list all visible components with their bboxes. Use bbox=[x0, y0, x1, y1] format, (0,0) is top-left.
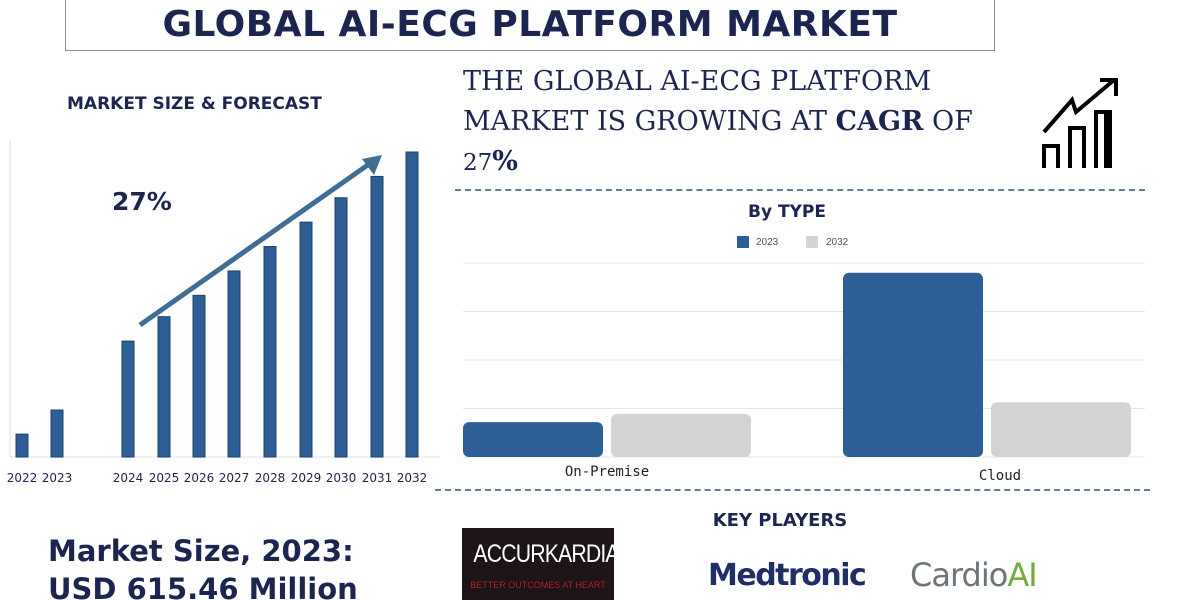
accurkardia-logo: ACCURKARDIA BETTER OUTCOMES AT HEART bbox=[462, 528, 620, 600]
trend-arrow-head bbox=[362, 155, 382, 175]
bar-On-Premise-2023 bbox=[463, 422, 603, 457]
bar-2031 bbox=[370, 175, 384, 458]
cardioai-logo: CardioAI bbox=[910, 556, 1038, 594]
category-label-cloud: Cloud bbox=[978, 468, 1022, 484]
key-players-title: KEY PLAYERS bbox=[712, 510, 848, 531]
category-label-on-premise: On-Premise bbox=[564, 464, 650, 480]
legend-label-2032: 2032 bbox=[826, 237, 849, 248]
tick-label-2027: 2027 bbox=[219, 471, 250, 485]
headline-line-2: MARKET IS GROWING AT CAGR OF bbox=[463, 106, 973, 137]
headline-line-3: 27% bbox=[463, 146, 518, 177]
bar-On-Premise-2032 bbox=[611, 413, 751, 457]
headline-line-1: THE GLOBAL AI-ECG PLATFORM bbox=[463, 66, 932, 97]
accurkardia-name: ACCURKARDIA bbox=[473, 540, 619, 568]
tick-label-2031: 2031 bbox=[362, 471, 393, 485]
type-chart-title: By TYPE bbox=[748, 202, 826, 222]
forecast-title: MARKET SIZE & FORECAST bbox=[67, 94, 322, 114]
tick-label-2030: 2030 bbox=[326, 471, 357, 485]
bar-2032 bbox=[405, 151, 419, 458]
tick-label-2026: 2026 bbox=[184, 471, 215, 485]
cardioai-suffix: AI bbox=[1007, 556, 1037, 594]
bar-2026 bbox=[192, 294, 206, 458]
forecast-chart: 2022 2023 2024 2025 2026 2027 2028 2029 2030 2031… bbox=[7, 140, 440, 485]
legend-swatch-2023 bbox=[737, 236, 749, 248]
cagr-annotation: 27% bbox=[112, 187, 172, 216]
bar-2028 bbox=[263, 246, 277, 458]
tick-label-2023: 2023 bbox=[42, 471, 73, 485]
title-box: GLOBAL AI-ECG PLATFORM MARKET bbox=[65, 0, 995, 51]
bar-2027 bbox=[227, 270, 241, 458]
headline-percent: % bbox=[492, 146, 518, 177]
bar-2029 bbox=[299, 221, 313, 458]
medtronic-logo: Medtronic bbox=[708, 558, 867, 593]
bar-2024 bbox=[121, 340, 135, 458]
headline-text: MARKET IS GROWING AT bbox=[463, 106, 836, 137]
bar-Cloud-2023 bbox=[843, 272, 983, 457]
headline-text: OF bbox=[923, 106, 973, 137]
legend-label-2023: 2023 bbox=[756, 237, 779, 248]
page-title: GLOBAL AI-ECG PLATFORM MARKET bbox=[162, 3, 898, 45]
market-size-value: USD 615.46 Million bbox=[48, 572, 358, 600]
tick-label-2028: 2028 bbox=[255, 471, 286, 485]
divider bbox=[455, 189, 1145, 191]
market-size-label: Market Size, 2023: bbox=[48, 534, 354, 568]
growth-chart-icon bbox=[1042, 78, 1118, 168]
accurkardia-tagline: BETTER OUTCOMES AT HEART bbox=[470, 580, 606, 590]
tick-label-2032: 2032 bbox=[397, 471, 428, 485]
tick-label-2022: 2022 bbox=[7, 471, 38, 485]
bar-2025 bbox=[157, 316, 171, 458]
bar-2030 bbox=[334, 197, 348, 458]
cardioai-name: Cardio bbox=[910, 556, 1008, 594]
headline-cagr: CAGR bbox=[835, 106, 924, 137]
bar-Cloud-2032 bbox=[991, 402, 1131, 457]
bar-2023 bbox=[50, 409, 64, 458]
headline-cagr-value: 27 bbox=[463, 150, 493, 176]
bar-2022 bbox=[15, 433, 29, 458]
tick-label-2025: 2025 bbox=[149, 471, 180, 485]
trend-arrow-shaft bbox=[138, 159, 374, 328]
tick-label-2024: 2024 bbox=[113, 471, 144, 485]
tick-label-2029: 2029 bbox=[291, 471, 322, 485]
divider bbox=[435, 489, 1150, 491]
type-chart bbox=[463, 262, 1145, 458]
legend-swatch-2032 bbox=[806, 236, 818, 248]
